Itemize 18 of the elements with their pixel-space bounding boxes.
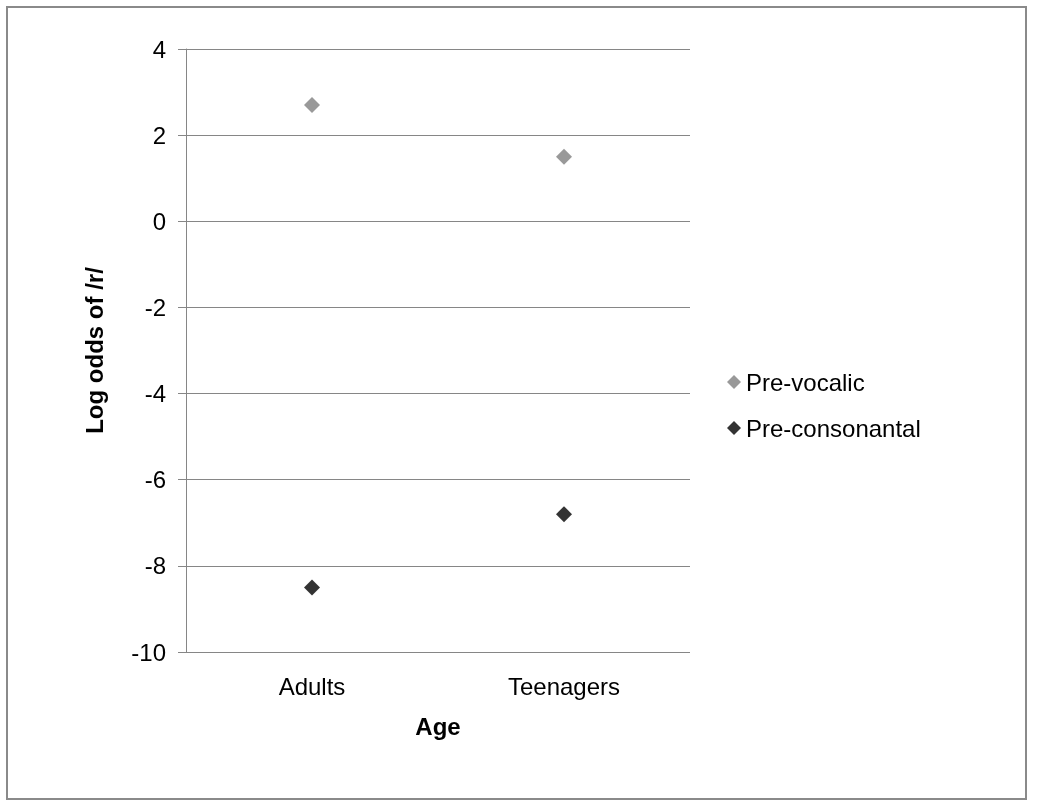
y-tick-label: 2 [152,121,166,149]
point [556,506,572,523]
y-tick-label: -4 [144,380,166,408]
point [556,148,572,165]
x-tick-label: Teenagers [507,672,621,700]
y-tick-label: 0 [152,207,166,235]
x-tick-label: Adults [278,672,346,700]
y-tick-label: -8 [144,552,166,580]
y-tick-label: -6 [144,466,166,494]
point [304,579,320,596]
legend-label: Pre-consonantal [746,414,921,442]
y-axis-title: Log odds of /r/ [80,266,108,434]
point [304,96,320,113]
y-tick-label: -2 [144,293,166,321]
x-axis-title: Age [415,712,461,740]
y-tick-label: 4 [152,35,166,63]
legend-label: Pre-vocalic [746,368,865,396]
y-tick-label: -10 [131,638,166,666]
